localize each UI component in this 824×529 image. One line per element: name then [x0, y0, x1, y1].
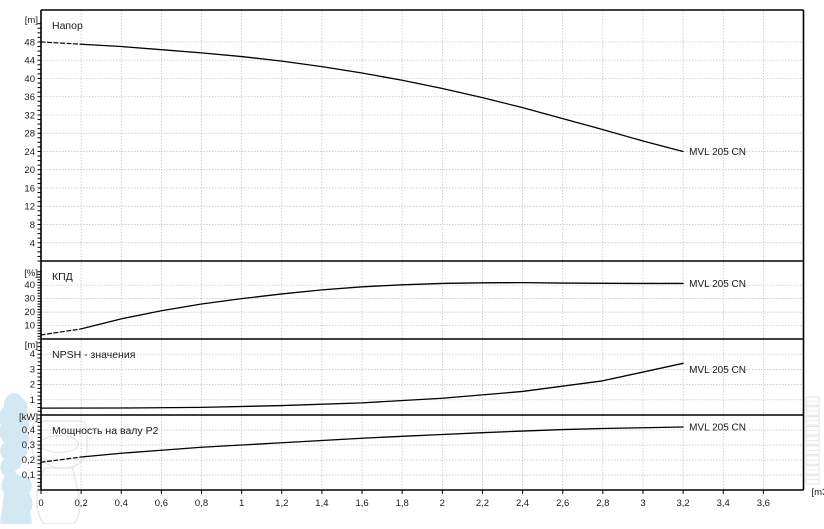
svg-text:[kW]: [kW] [19, 412, 38, 423]
svg-text:10: 10 [24, 321, 35, 332]
svg-text:8: 8 [30, 220, 35, 231]
svg-text:1,4: 1,4 [315, 498, 328, 509]
svg-text:48: 48 [24, 37, 35, 48]
svg-text:0,4: 0,4 [22, 425, 35, 436]
svg-text:0,3: 0,3 [22, 440, 35, 451]
svg-text:2: 2 [30, 380, 35, 391]
svg-text:2,4: 2,4 [516, 498, 529, 509]
svg-text:0: 0 [38, 498, 43, 509]
svg-text:Мощность на валу P2: Мощность на валу P2 [52, 425, 159, 437]
svg-text:2,8: 2,8 [596, 498, 609, 509]
svg-text:1,2: 1,2 [275, 498, 288, 509]
svg-text:12: 12 [24, 202, 35, 213]
svg-text:1: 1 [239, 498, 244, 509]
svg-text:3,6: 3,6 [757, 498, 770, 509]
svg-text:4: 4 [30, 238, 35, 249]
svg-text:0,6: 0,6 [155, 498, 168, 509]
svg-text:3: 3 [640, 498, 645, 509]
svg-text:16: 16 [24, 183, 35, 194]
svg-text:NPSH - значения: NPSH - значения [52, 349, 135, 361]
svg-text:20: 20 [24, 307, 35, 318]
svg-text:[m3/h]: [m3/h] [812, 487, 824, 498]
svg-text:3,4: 3,4 [717, 498, 730, 509]
svg-text:0,8: 0,8 [195, 498, 208, 509]
svg-text:40: 40 [24, 280, 35, 291]
svg-text:20: 20 [24, 165, 35, 176]
svg-text:1: 1 [30, 395, 35, 406]
svg-text:24: 24 [24, 147, 35, 158]
svg-text:1,8: 1,8 [396, 498, 409, 509]
svg-text:28: 28 [24, 129, 35, 140]
svg-text:3: 3 [30, 364, 35, 375]
svg-text:MVL 205 CN: MVL 205 CN [689, 423, 746, 434]
svg-text:MVL 205 CN: MVL 205 CN [689, 279, 746, 290]
svg-text:0,1: 0,1 [22, 470, 35, 481]
svg-text:MVL 205 CN: MVL 205 CN [689, 365, 746, 376]
svg-text:0,2: 0,2 [22, 455, 35, 466]
svg-text:Напор: Напор [52, 20, 83, 32]
svg-text:0,2: 0,2 [75, 498, 88, 509]
svg-text:[m]: [m] [25, 340, 38, 351]
svg-text:1,6: 1,6 [355, 498, 368, 509]
svg-text:КПД: КПД [52, 271, 73, 283]
svg-text:32: 32 [24, 110, 35, 121]
svg-text:2,2: 2,2 [476, 498, 489, 509]
svg-text:44: 44 [24, 56, 35, 67]
svg-text:[%]: [%] [24, 268, 38, 279]
svg-text:36: 36 [24, 92, 35, 103]
svg-text:40: 40 [24, 74, 35, 85]
svg-text:MVL 205 CN: MVL 205 CN [689, 147, 746, 158]
svg-text:30: 30 [24, 294, 35, 305]
svg-text:2: 2 [440, 498, 445, 509]
svg-text:3,2: 3,2 [677, 498, 690, 509]
svg-text:0,4: 0,4 [115, 498, 128, 509]
svg-text:2,6: 2,6 [556, 498, 569, 509]
svg-text:[m]: [m] [25, 15, 38, 26]
